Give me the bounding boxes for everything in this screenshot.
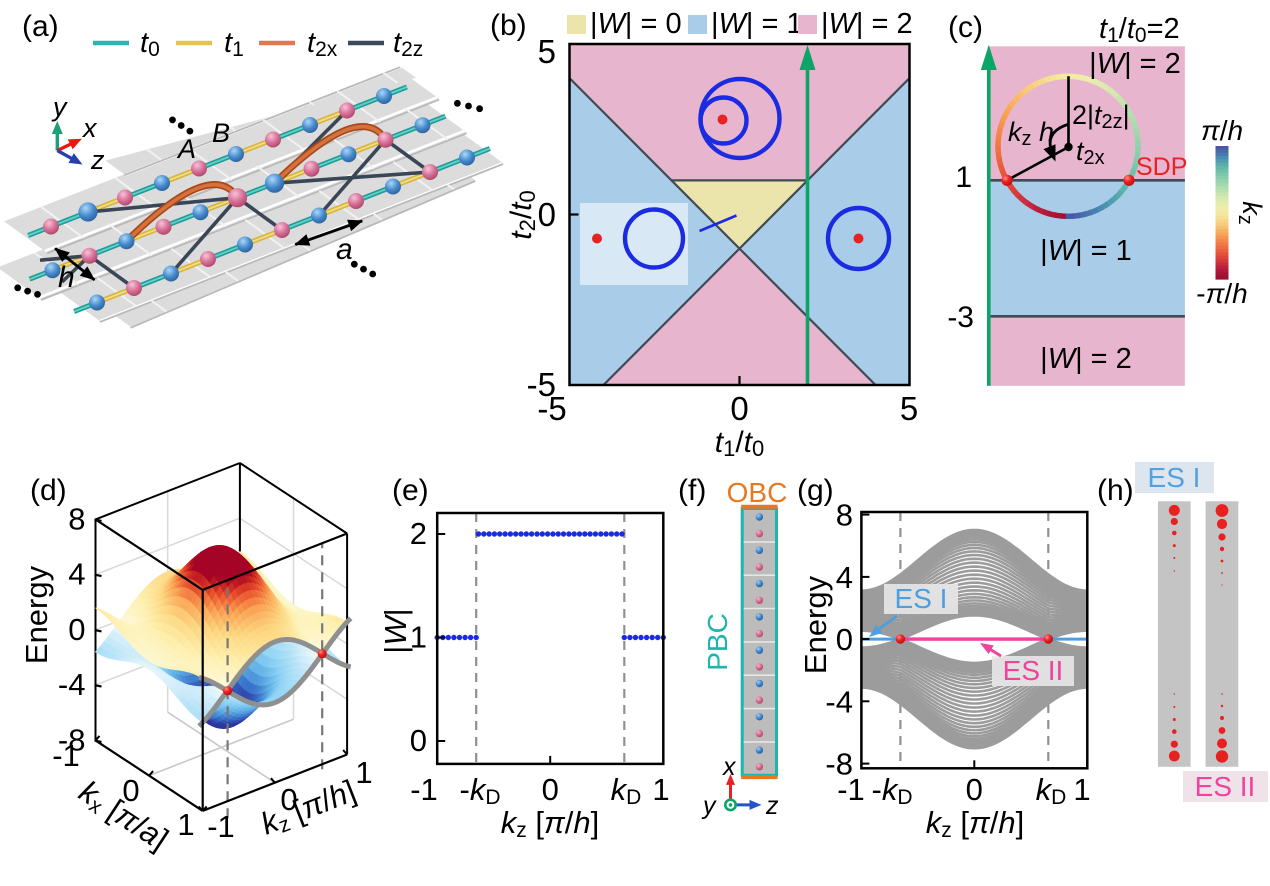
svg-text:|W| = 0: |W| = 0 bbox=[590, 8, 682, 40]
svg-text:1: 1 bbox=[355, 755, 372, 790]
svg-text:2|t2z|: 2|t2z| bbox=[1072, 100, 1130, 133]
svg-text:-4: -4 bbox=[825, 684, 853, 719]
svg-text:-5: -5 bbox=[537, 390, 566, 427]
svg-text:(d): (d) bbox=[30, 474, 67, 507]
svg-text:t2x: t2x bbox=[307, 27, 338, 61]
svg-text:0: 0 bbox=[538, 196, 556, 233]
svg-text:kz: kz bbox=[1234, 201, 1267, 225]
svg-text:-1: -1 bbox=[837, 772, 865, 807]
svg-text:h: h bbox=[58, 261, 75, 294]
svg-text:x: x bbox=[81, 113, 98, 143]
svg-text:-kD: -kD bbox=[460, 772, 501, 809]
svg-text:0: 0 bbox=[410, 723, 427, 758]
svg-text:-π/h: -π/h bbox=[1196, 278, 1247, 309]
svg-text:1: 1 bbox=[1073, 772, 1090, 807]
svg-text:5: 5 bbox=[538, 33, 556, 70]
svg-text:ES II: ES II bbox=[1003, 655, 1064, 686]
svg-text:x: x bbox=[722, 753, 737, 781]
svg-text:t2/t0: t2/t0 bbox=[505, 190, 540, 240]
svg-text:SDP: SDP bbox=[1136, 153, 1187, 181]
svg-text:kD: kD bbox=[611, 772, 642, 809]
svg-text:0: 0 bbox=[730, 390, 748, 427]
svg-text:t2z: t2z bbox=[393, 27, 423, 61]
svg-text:PBC: PBC bbox=[702, 613, 733, 671]
svg-text:2: 2 bbox=[410, 516, 427, 551]
svg-text:8: 8 bbox=[68, 501, 85, 536]
svg-text:kz [π/h]: kz [π/h] bbox=[501, 805, 600, 842]
svg-text:4: 4 bbox=[836, 560, 853, 595]
svg-text:1: 1 bbox=[955, 161, 972, 194]
svg-text:-5: -5 bbox=[527, 366, 556, 403]
svg-text:|W| = 2: |W| = 2 bbox=[1040, 343, 1132, 375]
svg-text:-8: -8 bbox=[825, 747, 853, 782]
svg-text:a: a bbox=[336, 233, 353, 266]
svg-text:-kD: -kD bbox=[872, 772, 913, 809]
svg-text:t2x: t2x bbox=[1076, 136, 1105, 169]
svg-text:|W| = 1: |W| = 1 bbox=[1040, 235, 1132, 267]
svg-text:t1/t0=2: t1/t0=2 bbox=[1099, 13, 1180, 47]
svg-text:-1: -1 bbox=[207, 809, 235, 844]
svg-text:1: 1 bbox=[177, 807, 194, 842]
svg-text:(f): (f) bbox=[678, 474, 706, 507]
svg-text:-4: -4 bbox=[58, 667, 86, 702]
svg-text:kD: kD bbox=[1036, 772, 1067, 809]
svg-text:(c): (c) bbox=[948, 11, 983, 44]
svg-text:y: y bbox=[701, 792, 717, 820]
svg-text:π/h: π/h bbox=[1201, 115, 1243, 146]
svg-text:0: 0 bbox=[122, 773, 139, 808]
svg-text:|W|: |W| bbox=[378, 608, 413, 653]
svg-text:t1: t1 bbox=[224, 27, 244, 61]
svg-text:1: 1 bbox=[652, 772, 669, 807]
svg-text:ES I: ES I bbox=[1148, 462, 1201, 493]
svg-text:0: 0 bbox=[542, 772, 559, 807]
svg-text:A: A bbox=[176, 134, 196, 164]
svg-text:kz [π/h]: kz [π/h] bbox=[926, 805, 1025, 842]
svg-text:1: 1 bbox=[410, 620, 427, 655]
svg-text:-1: -1 bbox=[410, 772, 438, 807]
svg-text:ES II: ES II bbox=[1195, 771, 1256, 802]
svg-text:|W| = 2: |W| = 2 bbox=[1089, 48, 1181, 80]
svg-text:|W| = 1: |W| = 1 bbox=[711, 8, 803, 40]
svg-text:Energy: Energy bbox=[19, 565, 54, 664]
svg-text:y: y bbox=[51, 92, 68, 122]
svg-text:-1: -1 bbox=[52, 738, 80, 773]
svg-text:OBC: OBC bbox=[727, 477, 788, 508]
svg-text:0: 0 bbox=[836, 622, 853, 657]
svg-text:|W| = 2: |W| = 2 bbox=[821, 8, 913, 40]
svg-text:8: 8 bbox=[836, 498, 853, 533]
svg-text:5: 5 bbox=[900, 390, 918, 427]
svg-text:t0: t0 bbox=[140, 27, 160, 61]
svg-text:0: 0 bbox=[280, 782, 297, 817]
svg-text:kz h: kz h bbox=[1008, 117, 1054, 150]
svg-text:(g): (g) bbox=[797, 474, 834, 507]
svg-text:(a): (a) bbox=[22, 10, 59, 43]
svg-text:4: 4 bbox=[68, 557, 85, 592]
svg-text:z: z bbox=[765, 792, 779, 820]
svg-text:B: B bbox=[212, 118, 230, 148]
svg-text:(b): (b) bbox=[490, 9, 527, 42]
svg-text:z: z bbox=[90, 145, 105, 175]
svg-text:Energy: Energy bbox=[798, 575, 833, 674]
svg-text:-3: -3 bbox=[947, 301, 974, 334]
svg-text:(e): (e) bbox=[392, 474, 429, 507]
svg-text:ES I: ES I bbox=[895, 583, 948, 614]
svg-text:-8: -8 bbox=[58, 722, 86, 757]
svg-text:0: 0 bbox=[966, 772, 983, 807]
svg-text:t1/t0: t1/t0 bbox=[715, 426, 765, 461]
svg-text:(h): (h) bbox=[1097, 474, 1134, 507]
svg-text:0: 0 bbox=[68, 612, 85, 647]
